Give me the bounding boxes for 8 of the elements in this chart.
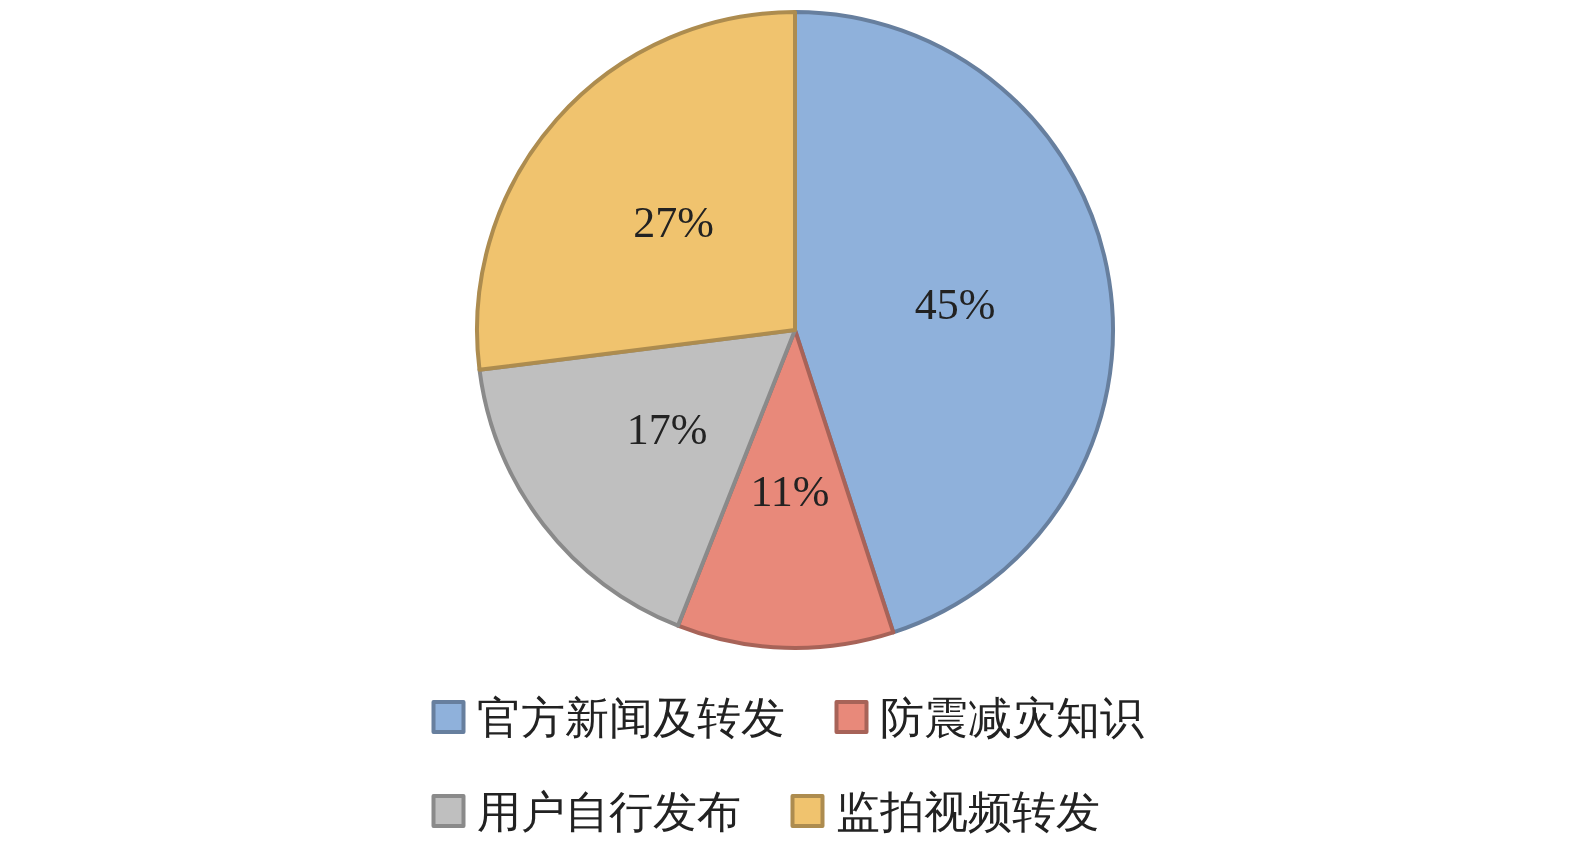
data-label: 17% [626,404,708,454]
legend-label: 监拍视频转发 [835,785,1100,837]
legend-label: 防震减灾知识 [879,691,1144,743]
data-label: 27% [633,198,714,248]
legend-label: 用户自行发布 [476,785,741,837]
data-label: 11% [750,467,830,517]
data-label: 45% [914,280,996,330]
legend-label: 官方新闻及转发 [476,691,785,743]
